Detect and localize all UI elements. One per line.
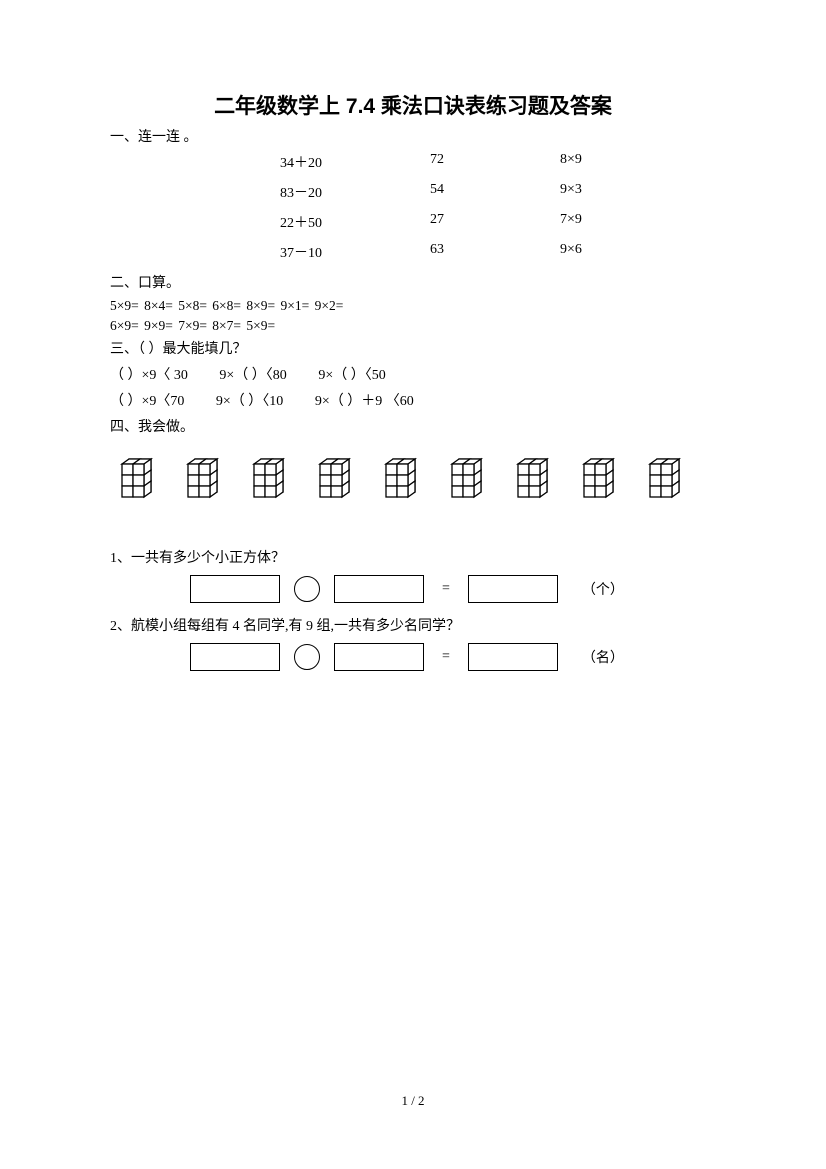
- question-2: 2、航模小组每组有 4 名同学,有 9 组,一共有多少名同学？: [110, 615, 716, 635]
- match-cell: 83－20: [280, 182, 430, 202]
- match-cell: 8×9: [560, 152, 640, 172]
- match-cell: 27: [430, 212, 560, 232]
- match-row: 22＋50 27 7×9: [280, 212, 716, 232]
- calc-line-1: 5×9= 8×4= 5×8= 6×8= 8×9= 9×1= 9×2=: [110, 298, 716, 314]
- cube-stack-icon: [448, 450, 498, 529]
- calc-line-2: 6×9= 9×9= 7×9= 8×7= 5×9=: [110, 318, 716, 334]
- cube-stack-icon: [382, 450, 432, 529]
- section-2-head: 二、口算。: [110, 272, 716, 292]
- fill-row-1: （ ）×9〈 30 9×（ ）〈80 9×（ ）〈50: [110, 364, 716, 384]
- match-cell: 7×9: [560, 212, 640, 232]
- match-cell: 54: [430, 182, 560, 202]
- match-cell: 22＋50: [280, 212, 430, 232]
- equation-row-2: = （名）: [180, 643, 716, 671]
- match-row: 37－10 63 9×6: [280, 242, 716, 262]
- match-cell: 9×6: [560, 242, 640, 262]
- fill-cell: 9×（ ）〈80: [219, 368, 286, 383]
- page-title: 二年级数学上 7.4 乘法口诀表练习题及答案: [110, 90, 716, 120]
- unit-label: （名）: [582, 647, 624, 667]
- fill-cell: 9×（ ）〈50: [318, 368, 385, 383]
- cube-stack-icon: [580, 450, 630, 529]
- answer-box: [334, 643, 424, 671]
- match-row: 83－20 54 9×3: [280, 182, 716, 202]
- match-cell: 72: [430, 152, 560, 172]
- page-number: 1 / 2: [0, 1093, 826, 1109]
- match-cell: 37－10: [280, 242, 430, 262]
- section-3-head: 三、（ ）最大能填几？: [110, 338, 716, 358]
- operator-circle: [294, 644, 320, 670]
- equals-sign: =: [442, 581, 450, 597]
- fill-cell: 9×（ ）〈10: [216, 394, 283, 409]
- match-row: 34＋20 72 8×9: [280, 152, 716, 172]
- match-cell: 34＋20: [280, 152, 430, 172]
- operator-circle: [294, 576, 320, 602]
- equals-sign: =: [442, 649, 450, 665]
- equation-row-1: = （个）: [180, 575, 716, 603]
- fill-cell: 9×（ ）＋9 〈60: [315, 394, 414, 409]
- match-table: 34＋20 72 8×9 83－20 54 9×3 22＋50 27 7×9 3…: [280, 152, 716, 262]
- match-cell: 9×3: [560, 182, 640, 202]
- match-cell: 63: [430, 242, 560, 262]
- fill-cell: （ ）×9〈 30: [110, 368, 188, 383]
- answer-box: [468, 643, 558, 671]
- answer-box: [468, 575, 558, 603]
- answer-box: [190, 643, 280, 671]
- cube-row: [118, 450, 716, 529]
- cube-stack-icon: [118, 450, 168, 529]
- answer-box: [334, 575, 424, 603]
- section-1-head: 一、连一连 。: [110, 126, 716, 146]
- fill-cell: （ ）×9〈70: [110, 394, 184, 409]
- cube-stack-icon: [316, 450, 366, 529]
- cube-stack-icon: [184, 450, 234, 529]
- unit-label: （个）: [582, 579, 624, 599]
- cube-stack-icon: [250, 450, 300, 529]
- cube-stack-icon: [514, 450, 564, 529]
- fill-row-2: （ ）×9〈70 9×（ ）〈10 9×（ ）＋9 〈60: [110, 390, 716, 410]
- section-4-head: 四、我会做。: [110, 416, 716, 436]
- cube-stack-icon: [646, 450, 696, 529]
- answer-box: [190, 575, 280, 603]
- question-1: 1、一共有多少个小正方体？: [110, 547, 716, 567]
